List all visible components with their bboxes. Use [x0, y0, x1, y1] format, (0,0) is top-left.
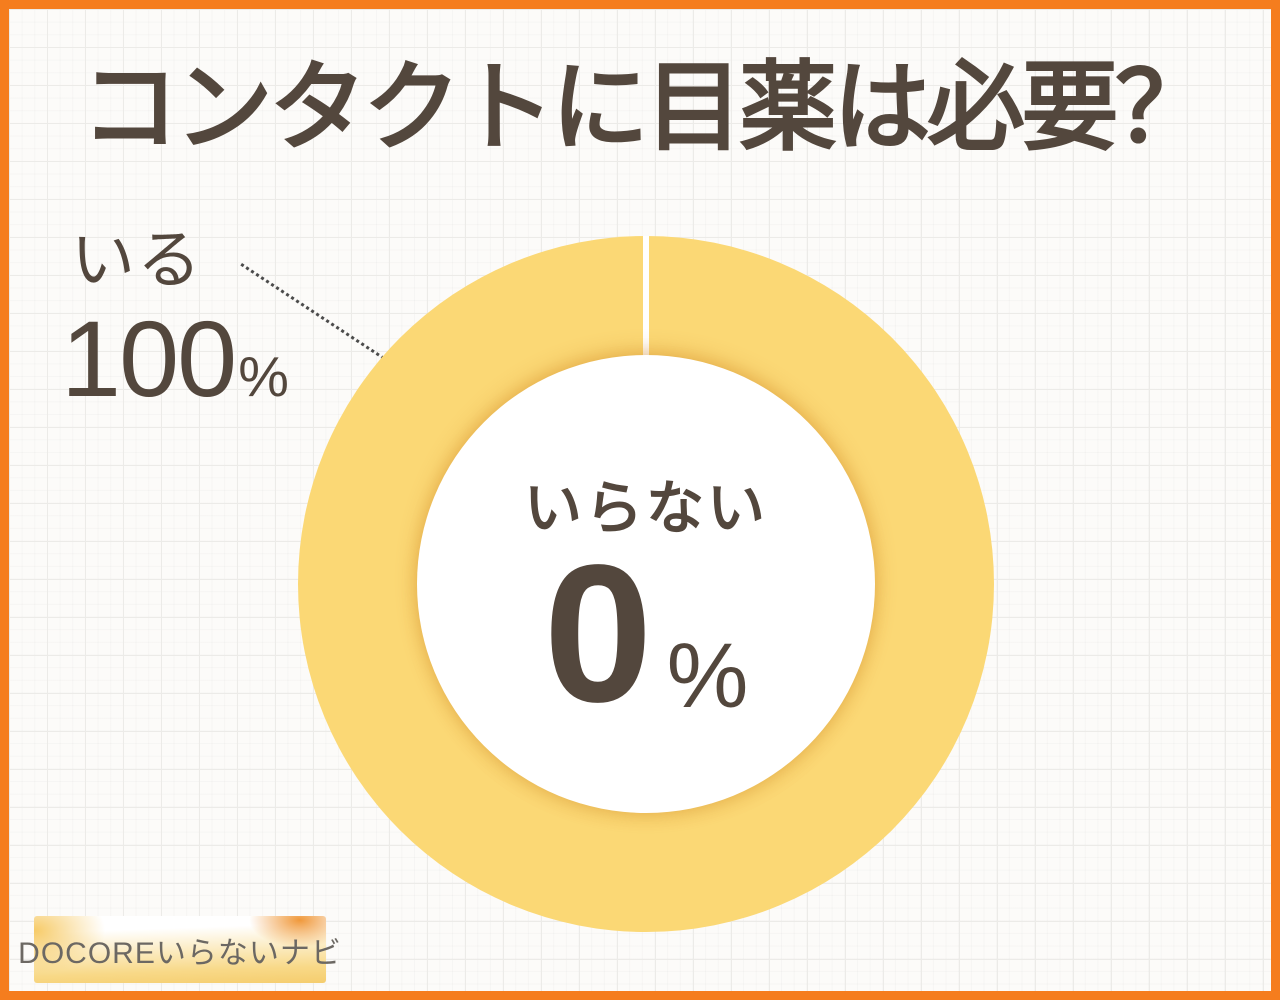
callout-ira-label-group: いる 100 %	[61, 209, 289, 413]
center-value-row: 0 %	[543, 523, 749, 743]
donut-hole: いらない 0 %	[417, 355, 875, 813]
donut-chart: いらない 0 %	[298, 236, 994, 932]
center-percent-sign: %	[666, 624, 749, 727]
page-title: コンタクトに目薬は必要？	[81, 52, 1213, 162]
donut-slice-divider	[643, 236, 649, 356]
callout-value: 100	[61, 298, 237, 419]
callout-value-row: 100 %	[61, 305, 289, 413]
center-label: いらない	[523, 475, 768, 541]
callout-percent-sign: %	[238, 345, 289, 409]
center-value: 0	[543, 523, 653, 743]
callout-label: いる	[71, 224, 203, 296]
brand-badge: DOCOREいらないナビ	[18, 916, 341, 983]
brand-badge-label: DOCOREいらないナビ	[18, 936, 342, 970]
